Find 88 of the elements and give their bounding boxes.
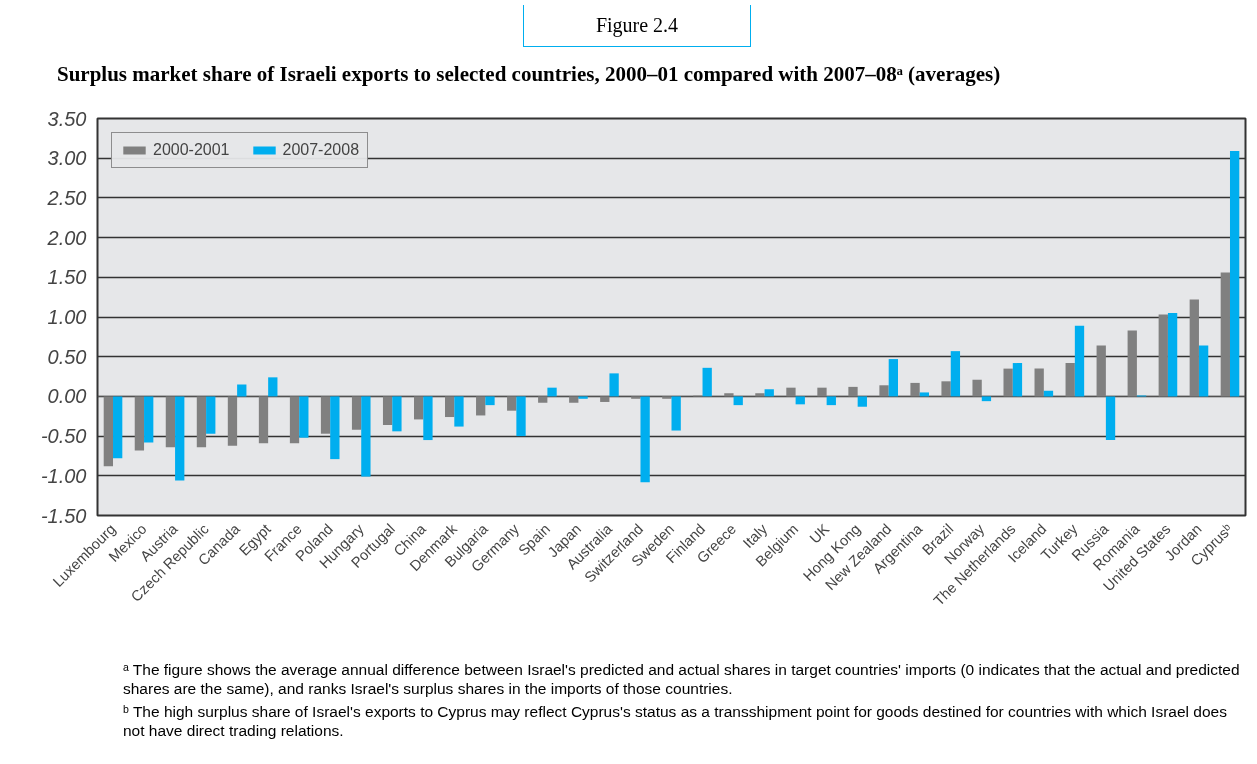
bar: [330, 396, 340, 460]
bar: [857, 396, 867, 407]
bar: [888, 359, 898, 397]
bar: [910, 382, 920, 397]
bar: [1012, 363, 1023, 397]
bar: [165, 396, 176, 448]
bar: [361, 396, 371, 477]
bar: [258, 396, 269, 444]
bar: [848, 386, 858, 397]
bar: [879, 385, 889, 397]
bar: [516, 396, 526, 437]
bar: [538, 396, 548, 403]
y-tick-label: 0.00: [47, 385, 87, 408]
bar: [826, 396, 836, 406]
bar: [662, 396, 672, 399]
caption: Figure 2.4: [523, 5, 751, 47]
legend-label: 2007-2008: [282, 141, 360, 159]
bar: [1220, 272, 1230, 397]
bar: [724, 393, 734, 397]
bar: [941, 381, 951, 397]
bar: [981, 396, 992, 402]
bar: [569, 396, 579, 403]
y-tick-label: -1.00: [40, 464, 87, 487]
text: ᵇ The high surplus share of Israel's exports to Cyprus may reflect Cyprus's status as a transshipment point for goods destined for countries with which Israel does not have direct trading relations.: [122, 702, 1228, 740]
bar: [1065, 363, 1075, 397]
bar: [413, 396, 424, 420]
text: ᵃ The figure shows the average annual difference between Israel's predicted and actual shares in target countries' imports (0 indicates that the actual and predicted shares are the same), and ranks Israel's surplus shares in the imports of those countries.: [122, 660, 1241, 698]
bar: [817, 387, 827, 397]
bar: [733, 396, 743, 406]
bar: [476, 396, 486, 416]
bar: [268, 377, 278, 397]
y-tick-label: 3.50: [47, 107, 87, 130]
bar: [671, 396, 681, 431]
y-tick-label: 1.50: [47, 266, 87, 289]
bar: [1189, 299, 1199, 397]
bar: [1003, 368, 1013, 397]
bar: [578, 396, 588, 399]
bar: [764, 389, 774, 397]
bar: [640, 396, 650, 483]
bar: [454, 396, 464, 427]
bar: [755, 393, 765, 397]
bar: [631, 396, 641, 399]
bar: [1127, 330, 1137, 397]
bar: [289, 396, 300, 444]
y-tick-label: -1.50: [40, 504, 87, 527]
y-tick-label: 3.00: [47, 147, 87, 170]
bar: [445, 396, 455, 418]
bar: [196, 396, 207, 448]
bar: [919, 392, 930, 397]
bar: [144, 396, 154, 443]
bar: [392, 396, 402, 432]
bar: [972, 379, 982, 397]
bar: [175, 396, 185, 481]
bar: [950, 351, 961, 397]
bar: [485, 396, 495, 406]
legend-label: 2000-2001: [153, 141, 230, 159]
bar: [103, 396, 114, 467]
bar: [134, 396, 145, 451]
bar: [320, 396, 331, 434]
chart-title: Surplus market share of Israeli exports to selected countries, 2000–01 compared with 2007–08ᵃ (averages): [56, 61, 1001, 88]
bar: [507, 396, 517, 411]
bar: [1096, 345, 1106, 397]
bar: [382, 396, 393, 425]
y-tick-label: 1.00: [47, 306, 87, 328]
bar: [600, 396, 610, 402]
bar: [237, 384, 247, 397]
bar: [206, 396, 216, 434]
bar: [299, 396, 309, 438]
bar: [351, 396, 362, 430]
bar: [1198, 345, 1209, 397]
bar: [1167, 313, 1178, 397]
y-tick-label: 2.50: [46, 186, 87, 209]
bar: [786, 387, 796, 397]
bar: [1105, 396, 1116, 441]
bar: [113, 396, 123, 459]
bar: [795, 396, 805, 405]
bar: [702, 367, 712, 397]
y-tick-label: 0.50: [47, 345, 87, 368]
y-tick-label: 2.00: [46, 226, 87, 249]
bar: [609, 373, 619, 397]
bar: [547, 387, 557, 397]
y-tick-label: -0.50: [40, 425, 87, 448]
bar: [1229, 151, 1240, 397]
bar: [1074, 325, 1085, 397]
bar: [227, 396, 238, 446]
bar: [1034, 368, 1044, 397]
bar: [1158, 314, 1168, 397]
bar: [423, 396, 433, 441]
